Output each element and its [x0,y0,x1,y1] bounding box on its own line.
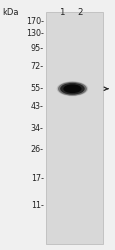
Ellipse shape [56,81,87,96]
Text: 34-: 34- [31,124,43,133]
Bar [46,12,102,244]
Ellipse shape [63,84,81,93]
Ellipse shape [60,83,84,94]
Text: 72-: 72- [30,62,43,71]
Text: 130-: 130- [26,29,43,38]
Text: 26-: 26- [30,146,43,154]
Text: 170-: 170- [26,17,43,26]
Text: 43-: 43- [31,102,43,111]
Ellipse shape [58,82,86,96]
Text: 2: 2 [77,8,82,17]
Text: 17-: 17- [30,174,43,183]
Text: kDa: kDa [2,8,19,17]
Text: 55-: 55- [30,84,43,93]
Text: 1: 1 [58,8,64,17]
Text: 11-: 11- [31,200,43,209]
Text: 95-: 95- [30,44,43,53]
